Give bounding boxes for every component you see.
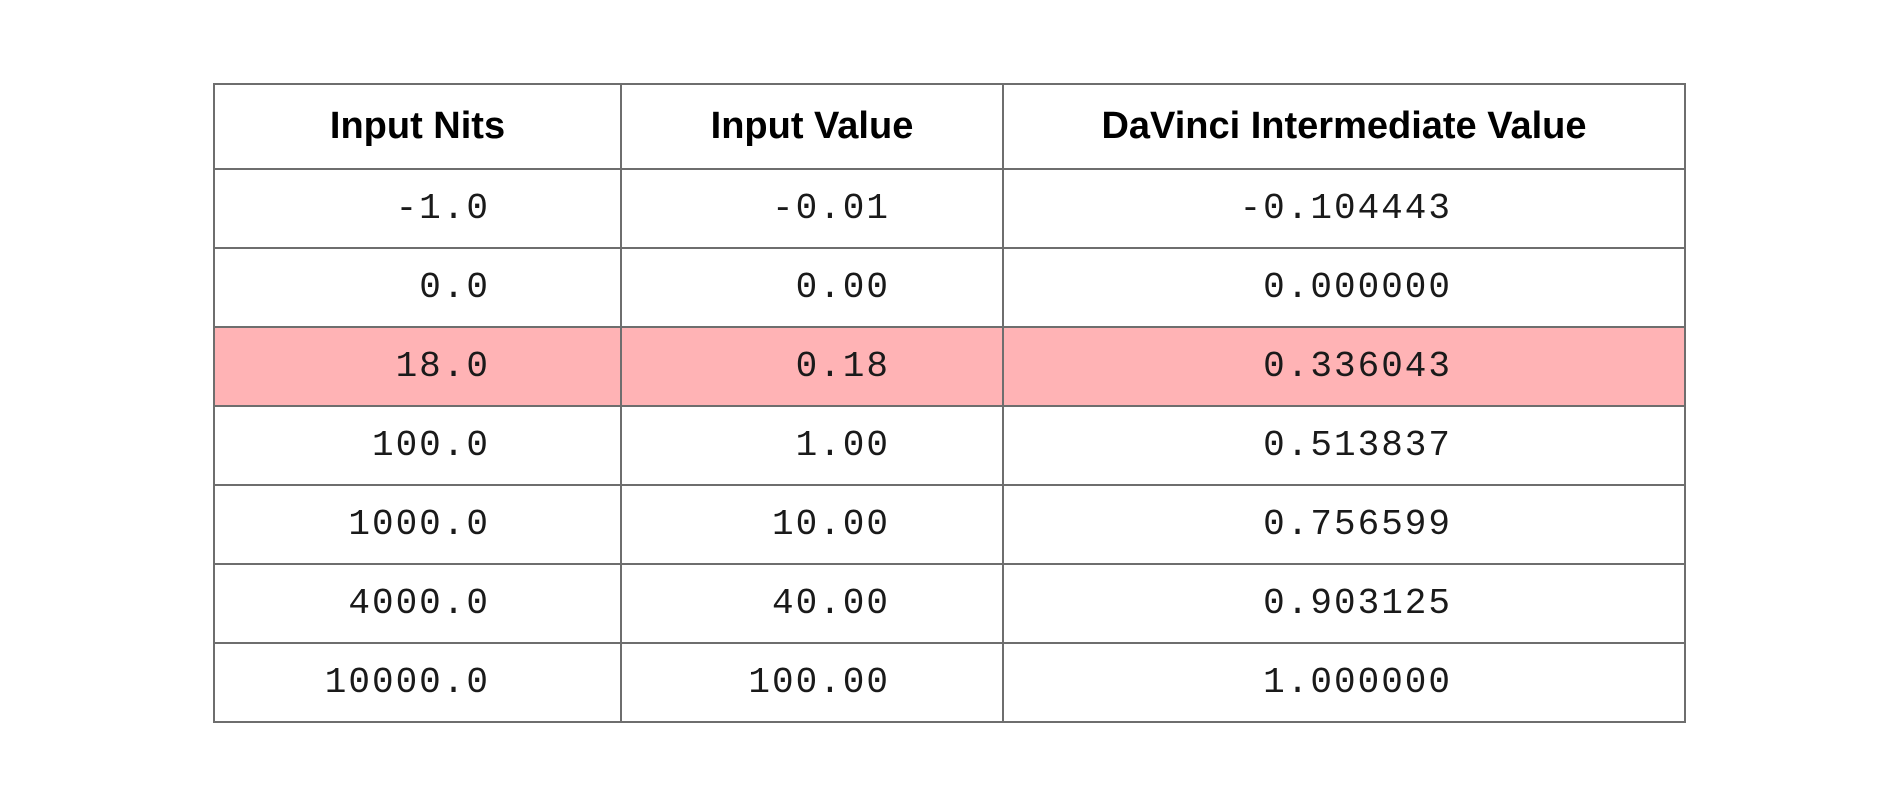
cell-input-value: 100.00	[620, 642, 1004, 723]
cell-input-value: 1.00	[620, 405, 1004, 486]
cell-value: 0.336043	[1263, 346, 1452, 387]
cell-davinci-intermediate-value: 0.336043	[1002, 326, 1686, 407]
cell-value: 0.903125	[1263, 583, 1452, 624]
cell-value: 0.513837	[1263, 425, 1452, 466]
cell-value: 4000.0	[348, 583, 490, 624]
cell-value: -0.01	[771, 188, 890, 229]
cell-value: 10.00	[771, 504, 890, 545]
cell-input-nits: 18.0	[213, 326, 622, 407]
cell-value: 0.756599	[1263, 504, 1452, 545]
cell-value: 10000.0	[324, 662, 490, 703]
cell-davinci-intermediate-value: 0.513837	[1002, 405, 1686, 486]
cell-value: 0.000000	[1263, 267, 1452, 308]
cell-input-nits: 10000.0	[213, 642, 622, 723]
cell-input-value: 0.00	[620, 247, 1004, 328]
cell-value: 0.00	[795, 267, 890, 308]
cell-davinci-intermediate-value: 0.000000	[1002, 247, 1686, 328]
cell-input-value: 0.18	[620, 326, 1004, 407]
table-row: 100.0 1.00 0.513837	[213, 405, 1686, 486]
table-row: 18.0 0.18 0.336043	[213, 326, 1686, 407]
cell-value: -1.0	[395, 188, 490, 229]
cell-value: 100.0	[371, 425, 490, 466]
cell-davinci-intermediate-value: 0.756599	[1002, 484, 1686, 565]
cell-value: 1.00	[795, 425, 890, 466]
cell-input-nits: 4000.0	[213, 563, 622, 644]
cell-value: 1.000000	[1263, 662, 1452, 703]
table-body: -1.0 -0.01 -0.104443 0.0 0.00 0.000000 18.0 0.1…	[213, 168, 1686, 723]
table-row: 1000.0 10.00 0.756599	[213, 484, 1686, 565]
table-row: 0.0 0.00 0.000000	[213, 247, 1686, 328]
data-table: Input Nits Input Value DaVinci Intermedi…	[213, 83, 1686, 723]
table-row: 4000.0 40.00 0.903125	[213, 563, 1686, 644]
cell-value: 18.0	[395, 346, 490, 387]
header-row: Input Nits Input Value DaVinci Intermedi…	[213, 83, 1686, 170]
cell-input-nits: -1.0	[213, 168, 622, 249]
cell-davinci-intermediate-value: -0.104443	[1002, 168, 1686, 249]
cell-input-value: -0.01	[620, 168, 1004, 249]
column-header-input-nits: Input Nits	[213, 83, 622, 170]
table-row: 10000.0 100.00 1.000000	[213, 642, 1686, 723]
cell-value: 0.18	[795, 346, 890, 387]
cell-input-value: 10.00	[620, 484, 1004, 565]
cell-value: -0.104443	[1239, 188, 1452, 229]
cell-value: 1000.0	[348, 504, 490, 545]
cell-input-nits: 0.0	[213, 247, 622, 328]
cell-input-value: 40.00	[620, 563, 1004, 644]
cell-davinci-intermediate-value: 1.000000	[1002, 642, 1686, 723]
cell-davinci-intermediate-value: 0.903125	[1002, 563, 1686, 644]
cell-input-nits: 1000.0	[213, 484, 622, 565]
table-row: -1.0 -0.01 -0.104443	[213, 168, 1686, 249]
cell-input-nits: 100.0	[213, 405, 622, 486]
cell-value: 100.00	[748, 662, 890, 703]
cell-value: 40.00	[771, 583, 890, 624]
column-header-input-value: Input Value	[620, 83, 1004, 170]
cell-value: 0.0	[419, 267, 490, 308]
column-header-davinci-intermediate-value: DaVinci Intermediate Value	[1002, 83, 1686, 170]
